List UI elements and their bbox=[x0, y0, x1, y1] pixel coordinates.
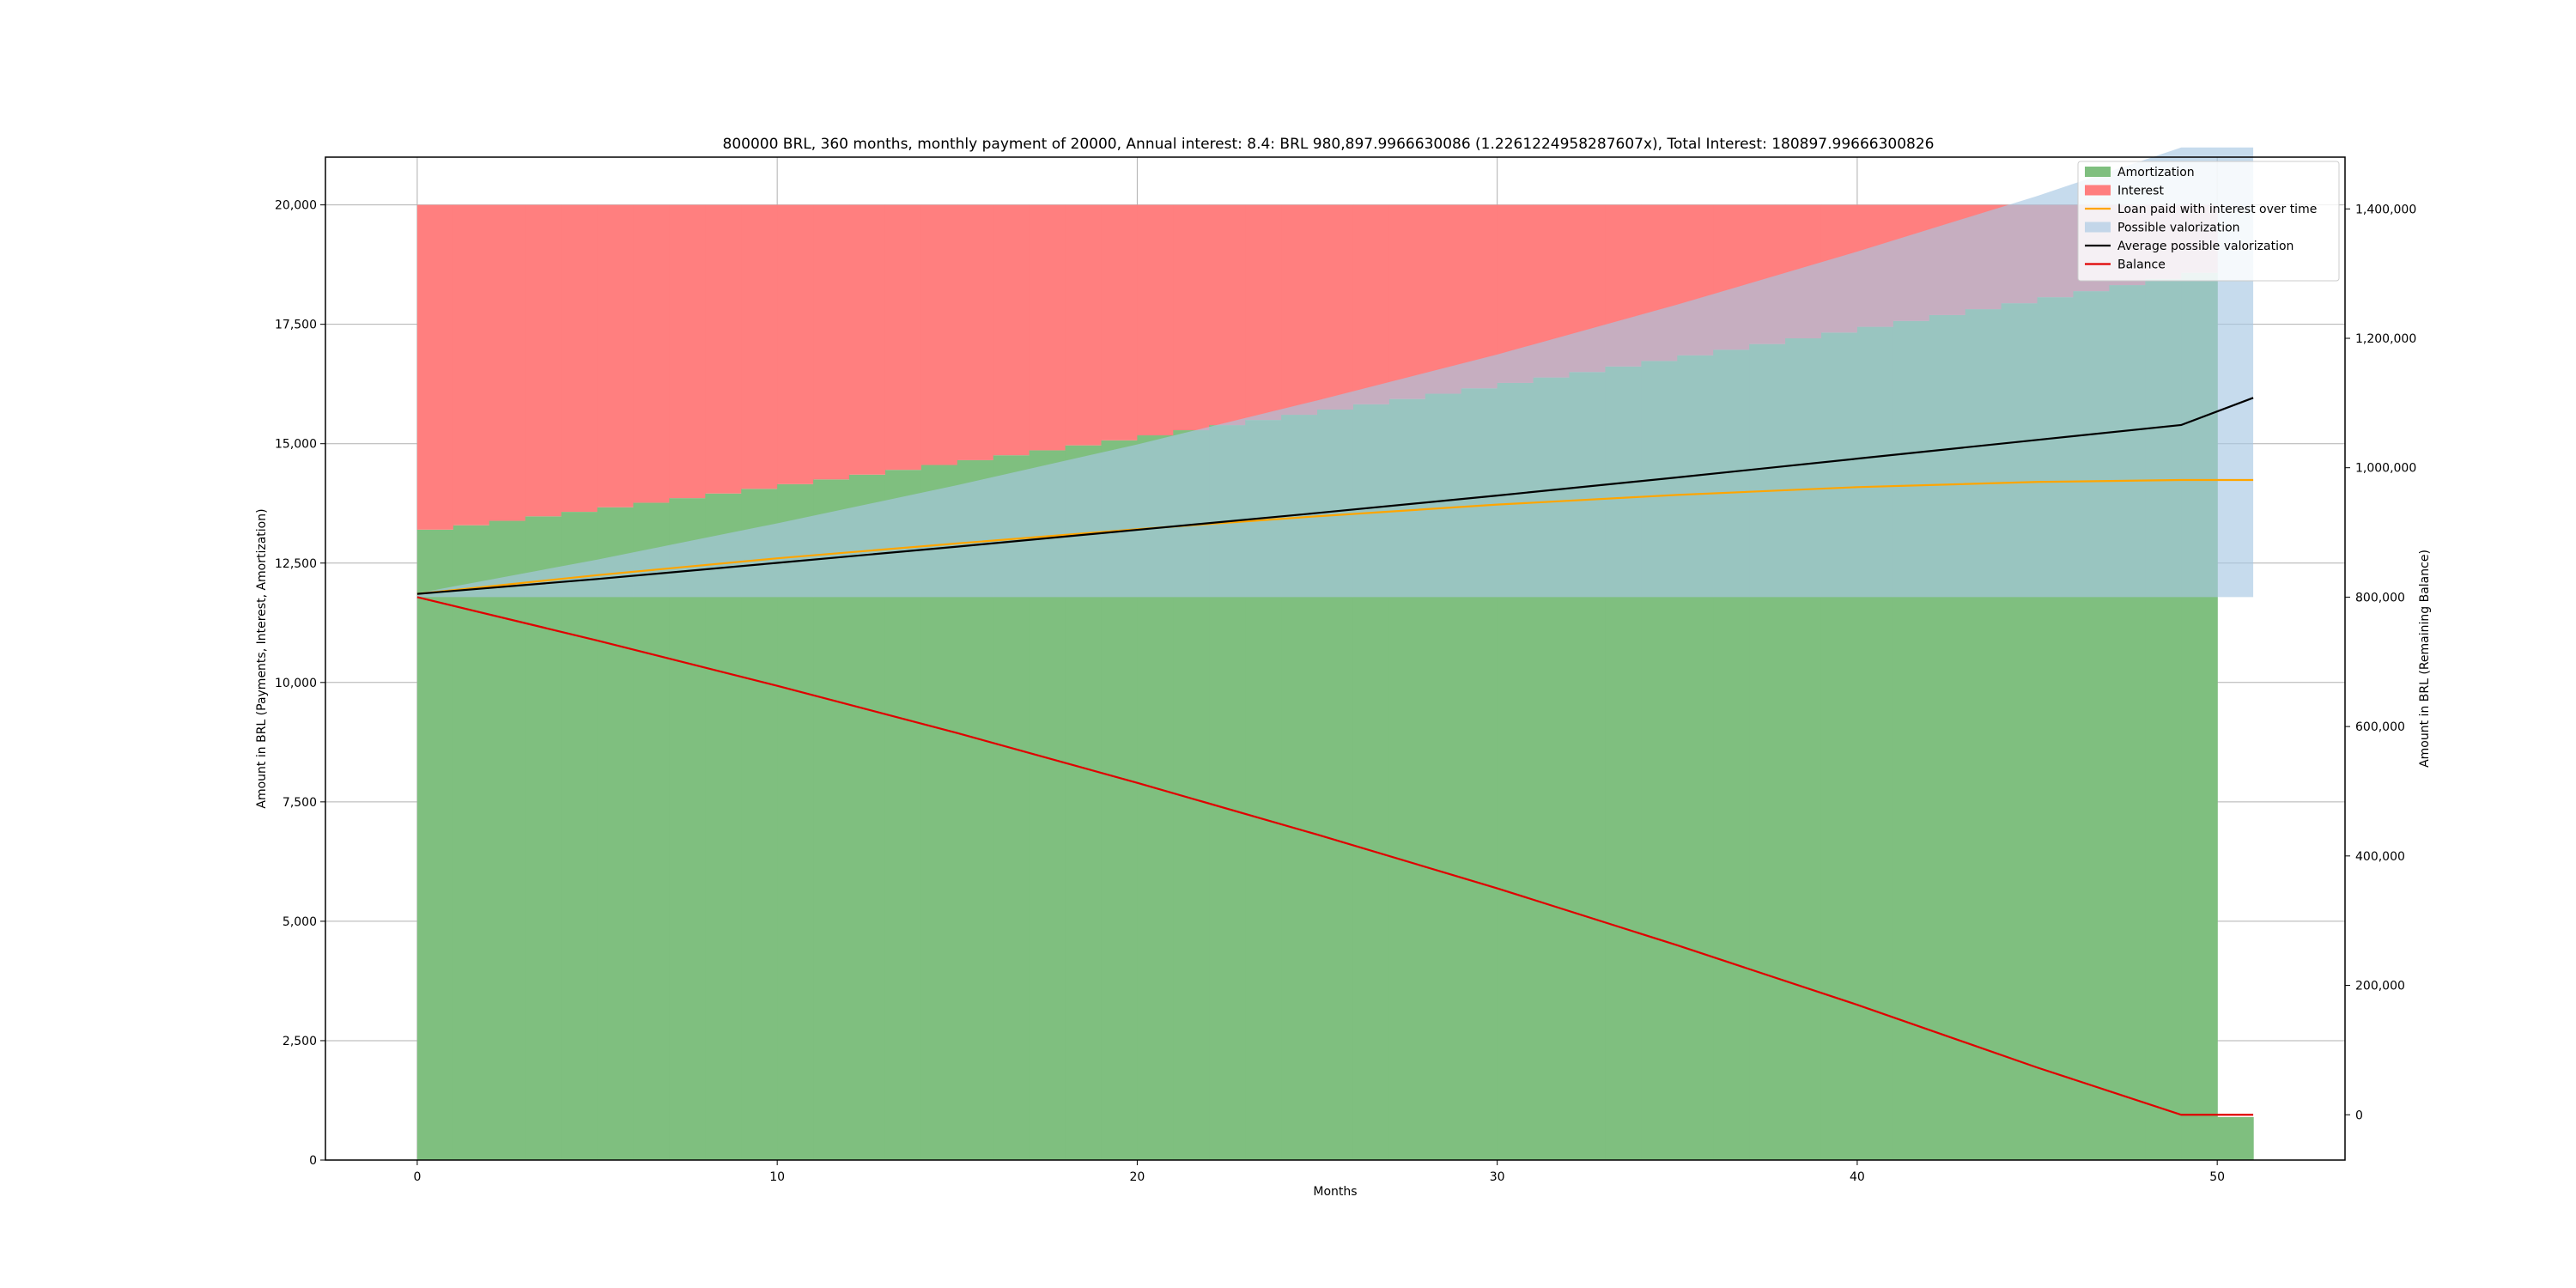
y-right-tick-label: 1,400,000 bbox=[2355, 203, 2416, 216]
interest-bar bbox=[1209, 204, 1246, 426]
y-left-tick-label: 12,500 bbox=[275, 557, 317, 571]
y-left-tick-label: 17,500 bbox=[275, 319, 317, 332]
interest-bar bbox=[453, 204, 490, 526]
amortization-bar bbox=[561, 512, 598, 1160]
legend-swatch bbox=[2085, 167, 2111, 177]
interest-bar bbox=[1065, 204, 1103, 446]
possible-valorization-area bbox=[416, 147, 2254, 598]
y-left-tick-label: 10,000 bbox=[275, 677, 317, 690]
interest-bar bbox=[1388, 204, 1426, 399]
amortization-bar bbox=[525, 516, 562, 1160]
amortization-bar bbox=[2217, 1116, 2254, 1160]
interest-bar bbox=[1425, 204, 1462, 394]
y-right-tick-label: 1,200,000 bbox=[2355, 332, 2416, 346]
y-left-tick-label: 5,000 bbox=[283, 915, 317, 929]
interest-bar bbox=[561, 204, 598, 513]
legend-label: Amortization bbox=[2117, 166, 2195, 179]
chart-title: 800000 BRL, 360 months, monthly payment … bbox=[723, 136, 1935, 153]
interest-bar bbox=[1281, 204, 1318, 416]
interest-bar bbox=[1317, 204, 1354, 410]
interest-bar bbox=[705, 204, 742, 494]
interest-bar bbox=[993, 204, 1030, 456]
legend-box bbox=[2077, 161, 2340, 282]
interest-bar bbox=[1173, 204, 1210, 431]
interest-bar bbox=[669, 204, 706, 499]
interest-bar bbox=[416, 204, 454, 530]
interest-bar bbox=[920, 204, 958, 465]
legend-label: Loan paid with interest over time bbox=[2117, 203, 2317, 216]
y-right-tick-label: 600,000 bbox=[2355, 720, 2405, 734]
interest-bar bbox=[777, 204, 814, 484]
y-axis-right-label: Amount in BRL (Remaining Balance) bbox=[2418, 550, 2432, 768]
interest-bar bbox=[1029, 204, 1066, 451]
y-right-tick-label: 200,000 bbox=[2355, 980, 2405, 993]
y-right-tick-label: 800,000 bbox=[2355, 591, 2405, 605]
amortization-bar bbox=[416, 529, 454, 1160]
y-left-tick-label: 15,000 bbox=[275, 438, 317, 452]
legend-swatch bbox=[2085, 185, 2111, 196]
y-left-tick-label: 0 bbox=[309, 1154, 317, 1168]
y-right-tick-label: 0 bbox=[2355, 1109, 2363, 1122]
amortization-bar bbox=[489, 520, 526, 1160]
legend: Amortization Interest Loan paid with inter… bbox=[2077, 161, 2340, 282]
x-tick-label: 0 bbox=[413, 1170, 421, 1184]
y-right-tick-label: 400,000 bbox=[2355, 850, 2405, 864]
y-left-tick-label: 20,000 bbox=[275, 199, 317, 213]
amortization-bar bbox=[741, 489, 778, 1160]
amortization-bar bbox=[633, 502, 670, 1160]
amortization-bar bbox=[453, 525, 490, 1160]
plot-frame bbox=[325, 156, 2346, 1161]
x-tick-label: 50 bbox=[2209, 1170, 2225, 1184]
interest-bar bbox=[884, 204, 922, 471]
x-tick-label: 40 bbox=[1850, 1170, 1865, 1184]
y-left-tick-label: 7,500 bbox=[283, 796, 317, 810]
interest-bar bbox=[489, 204, 526, 521]
x-tick-label: 30 bbox=[1490, 1170, 1505, 1184]
interest-bar bbox=[633, 204, 670, 503]
interest-bar bbox=[1101, 204, 1139, 440]
interest-bar bbox=[1352, 204, 1390, 404]
interest-bar bbox=[1245, 204, 1282, 421]
axes: 0 10 20 30 40 50 0 2,500 5,000 7,500 10,000 12,500 1… bbox=[275, 199, 2416, 1184]
interest-bar bbox=[597, 204, 635, 507]
plot-area bbox=[325, 147, 2345, 1161]
legend-label: Balance bbox=[2117, 258, 2166, 272]
y-axis-left-label: Amount in BRL (Payments, Interest, Amort… bbox=[255, 508, 269, 808]
interest-bar bbox=[849, 204, 886, 475]
x-tick-label: 20 bbox=[1129, 1170, 1145, 1184]
x-axis-label: Months bbox=[1313, 1185, 1357, 1199]
amortization-bar bbox=[705, 493, 742, 1160]
y-left-tick-label: 2,500 bbox=[283, 1035, 317, 1048]
x-tick-label: 10 bbox=[769, 1170, 785, 1184]
amortization-bar bbox=[597, 507, 635, 1160]
balance-line bbox=[416, 596, 2254, 1116]
legend-label: Interest bbox=[2117, 185, 2164, 198]
legend-swatch bbox=[2085, 222, 2111, 233]
interest-bar bbox=[813, 204, 850, 480]
interest-bar bbox=[957, 204, 994, 460]
interest-bar bbox=[741, 204, 778, 489]
interest-bar bbox=[525, 204, 562, 517]
amortization-bar bbox=[669, 498, 706, 1160]
average-possible-valorization-line bbox=[416, 397, 2254, 595]
legend-label: Possible valorization bbox=[2117, 222, 2240, 235]
loan-paid-with-interest-over-time-line bbox=[416, 478, 2254, 595]
interest-bar bbox=[1137, 204, 1174, 435]
y-right-tick-label: 1,000,000 bbox=[2355, 462, 2416, 476]
legend-label: Average possible valorization bbox=[2117, 240, 2293, 253]
